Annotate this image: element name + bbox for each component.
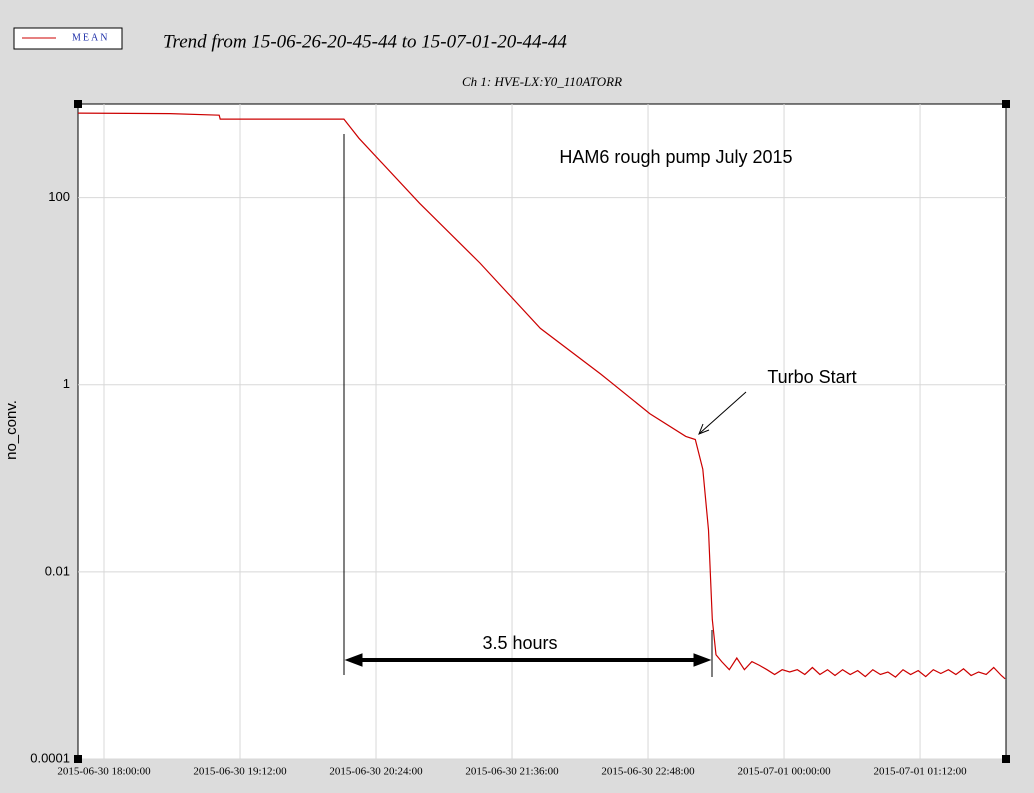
- x-tick-label: 2015-06-30 20:24:00: [329, 766, 423, 778]
- corner-markers: [74, 100, 1010, 763]
- x-tick-label: 2015-06-30 22:48:00: [601, 766, 695, 778]
- x-tick-label: 2015-06-30 21:36:00: [465, 766, 559, 778]
- pointer-arrow: [699, 391, 747, 434]
- annotation: 3.5 hours: [482, 633, 557, 653]
- y-axis-label: no_conv.: [3, 400, 20, 460]
- y-tick-label: 1: [63, 376, 70, 391]
- x-tick-label: 2015-06-30 19:12:00: [193, 766, 287, 778]
- legend-box: [13, 27, 123, 50]
- y-tick-label: 0.0001: [30, 750, 70, 765]
- plot: [77, 112, 1006, 680]
- chart-title: Trend from 15-06-26-20-45-44 to 15-07-01…: [163, 31, 567, 52]
- x-tick-label: 2015-07-01 00:00:00: [737, 766, 831, 778]
- grid: [78, 104, 1006, 760]
- annotation-shapes: [343, 134, 747, 677]
- annotation: Turbo Start: [767, 367, 856, 387]
- y-tick-label: 0.01: [45, 563, 70, 578]
- x-tick-label: 2015-06-30 18:00:00: [57, 766, 151, 778]
- arrow-head: [693, 653, 712, 667]
- data-line: [77, 112, 1006, 680]
- arrow-head: [698, 423, 710, 435]
- y-tick-label: 100: [48, 189, 70, 204]
- annotation: HAM6 rough pump July 2015: [559, 147, 792, 167]
- legend-label: MEAN: [72, 32, 109, 43]
- chart-subtitle: Ch 1: HVE-LX:Y0_110ATORR: [462, 74, 622, 89]
- plot-area: [77, 103, 1007, 760]
- arrow-head: [344, 653, 363, 667]
- x-tick-label: 2015-07-01 01:12:00: [873, 766, 967, 778]
